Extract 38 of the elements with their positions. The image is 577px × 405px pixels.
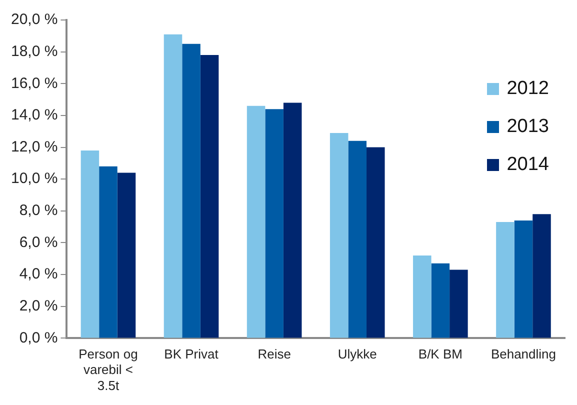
legend-label: 2014: [506, 154, 549, 176]
bar: [450, 270, 468, 338]
bar: [283, 102, 302, 338]
bar: [514, 220, 533, 338]
bar: [117, 172, 136, 338]
x-tick-label: Person og varebil < 3.5t: [78, 346, 138, 393]
x-tick-label: Ulykke: [338, 346, 377, 362]
x-tick-label: Reise: [258, 346, 291, 362]
y-tick-label: 0,0 %: [19, 329, 58, 346]
y-tick-label: 2,0 %: [19, 298, 58, 315]
y-tick-label: 12,0 %: [10, 138, 58, 156]
y-tick-label: 16,0 %: [10, 74, 58, 92]
bar: [265, 109, 284, 338]
y-tick-label: 14,0 %: [10, 106, 58, 124]
x-tick-label: Behandling: [490, 346, 556, 362]
bar: [99, 166, 118, 338]
bar: [366, 147, 385, 338]
bar: [413, 255, 432, 338]
bar: [182, 44, 200, 338]
y-tick-label: 10,0 %: [10, 170, 58, 188]
bar: [431, 263, 450, 338]
y-tick-label: 8,0 %: [19, 202, 58, 220]
bar: [330, 132, 348, 338]
y-tick-label: 18,0 %: [10, 42, 58, 60]
y-tick-label: 6,0 %: [19, 234, 58, 251]
legend-label: 2012: [506, 78, 549, 100]
bar: [348, 140, 367, 338]
bar: [200, 55, 219, 338]
x-tick-label: BK Privat: [164, 346, 219, 362]
y-tick-label: 4,0 %: [19, 266, 58, 283]
y-tick-label: 20,0 %: [10, 11, 58, 28]
x-tick-label: B/K BM: [418, 346, 462, 362]
bar: [246, 106, 266, 338]
legend-label: 2013: [506, 116, 549, 138]
bar: [164, 34, 182, 338]
bar: [80, 150, 100, 338]
bar: [532, 214, 551, 338]
bar: [496, 222, 514, 338]
